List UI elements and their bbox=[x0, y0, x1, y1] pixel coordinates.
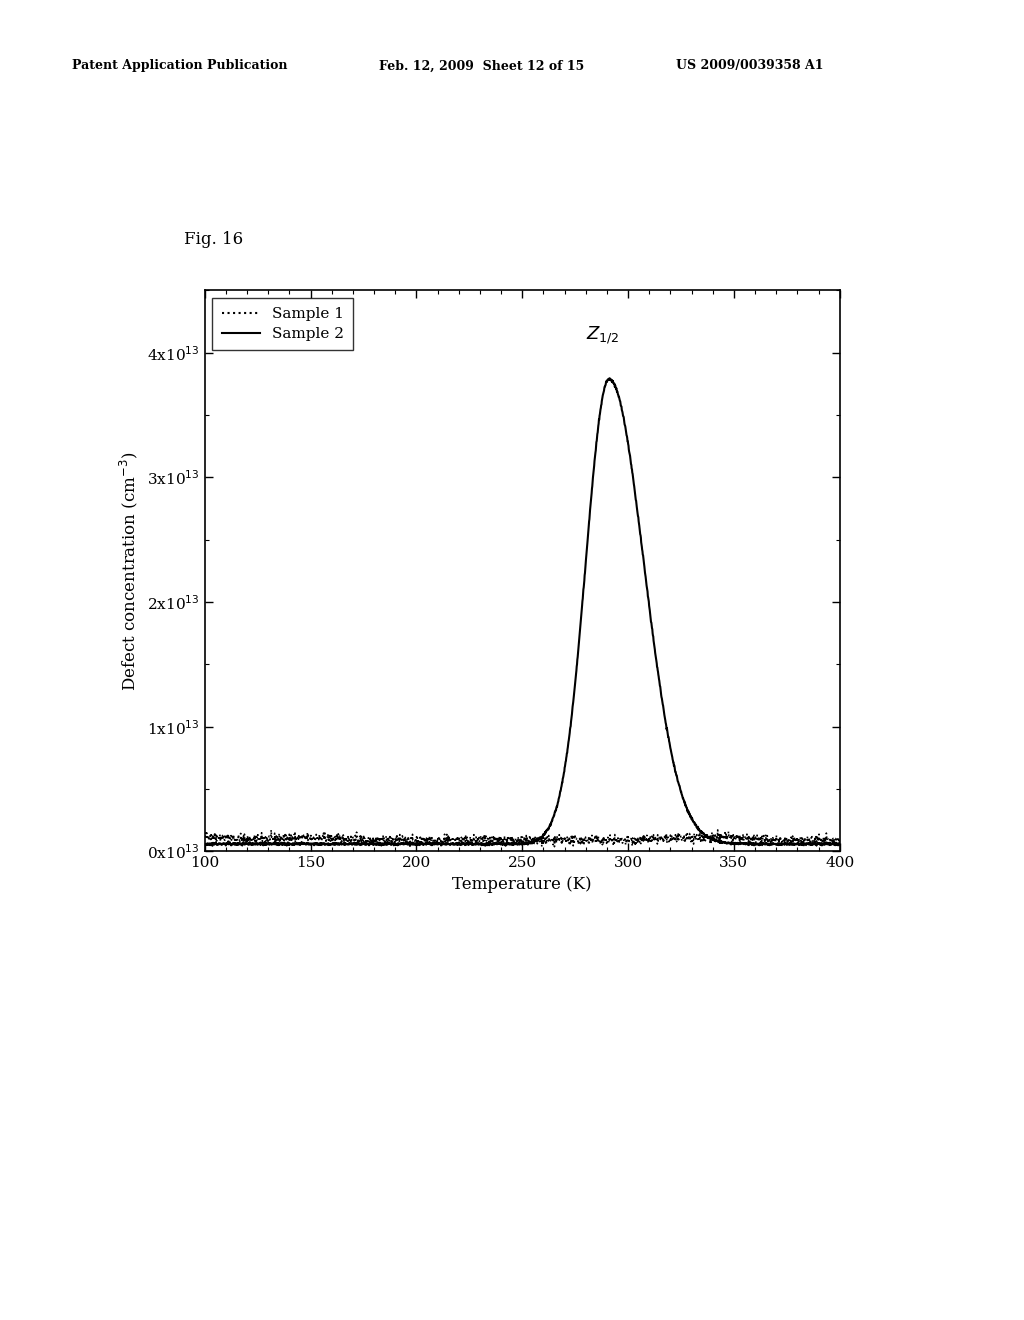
Sample 2 bbox=[699, 828, 712, 843]
Sample 1 bbox=[698, 829, 711, 845]
Sample 2 bbox=[231, 836, 244, 851]
Line: Sample 1: Sample 1 bbox=[205, 830, 840, 846]
Sample 2 bbox=[508, 834, 520, 850]
Sample 1 bbox=[815, 832, 827, 847]
Text: Patent Application Publication: Patent Application Publication bbox=[72, 59, 287, 73]
Sample 2 bbox=[834, 836, 846, 851]
Line: Sample 2: Sample 2 bbox=[205, 379, 840, 846]
Text: US 2009/0039358 A1: US 2009/0039358 A1 bbox=[676, 59, 823, 73]
Sample 1 bbox=[199, 828, 211, 843]
X-axis label: Temperature (K): Temperature (K) bbox=[453, 875, 592, 892]
Legend: Sample 1, Sample 2: Sample 1, Sample 2 bbox=[212, 298, 353, 351]
Sample 2 bbox=[815, 837, 827, 853]
Sample 2 bbox=[603, 371, 615, 387]
Sample 1 bbox=[815, 833, 827, 849]
Text: $Z_{1/2}$: $Z_{1/2}$ bbox=[586, 325, 620, 346]
Sample 1 bbox=[508, 834, 520, 850]
Sample 1 bbox=[265, 822, 278, 838]
Sample 1 bbox=[824, 838, 837, 854]
Text: Feb. 12, 2009  Sheet 12 of 15: Feb. 12, 2009 Sheet 12 of 15 bbox=[379, 59, 584, 73]
Sample 1 bbox=[231, 832, 244, 847]
Sample 2 bbox=[816, 837, 828, 853]
Y-axis label: Defect concentration (cm$^{-3}$): Defect concentration (cm$^{-3}$) bbox=[118, 451, 140, 690]
Sample 2 bbox=[490, 837, 503, 853]
Sample 1 bbox=[490, 830, 503, 846]
Sample 2 bbox=[206, 838, 218, 854]
Text: Fig. 16: Fig. 16 bbox=[184, 231, 244, 248]
Sample 1 bbox=[834, 834, 846, 850]
Sample 2 bbox=[199, 837, 211, 853]
